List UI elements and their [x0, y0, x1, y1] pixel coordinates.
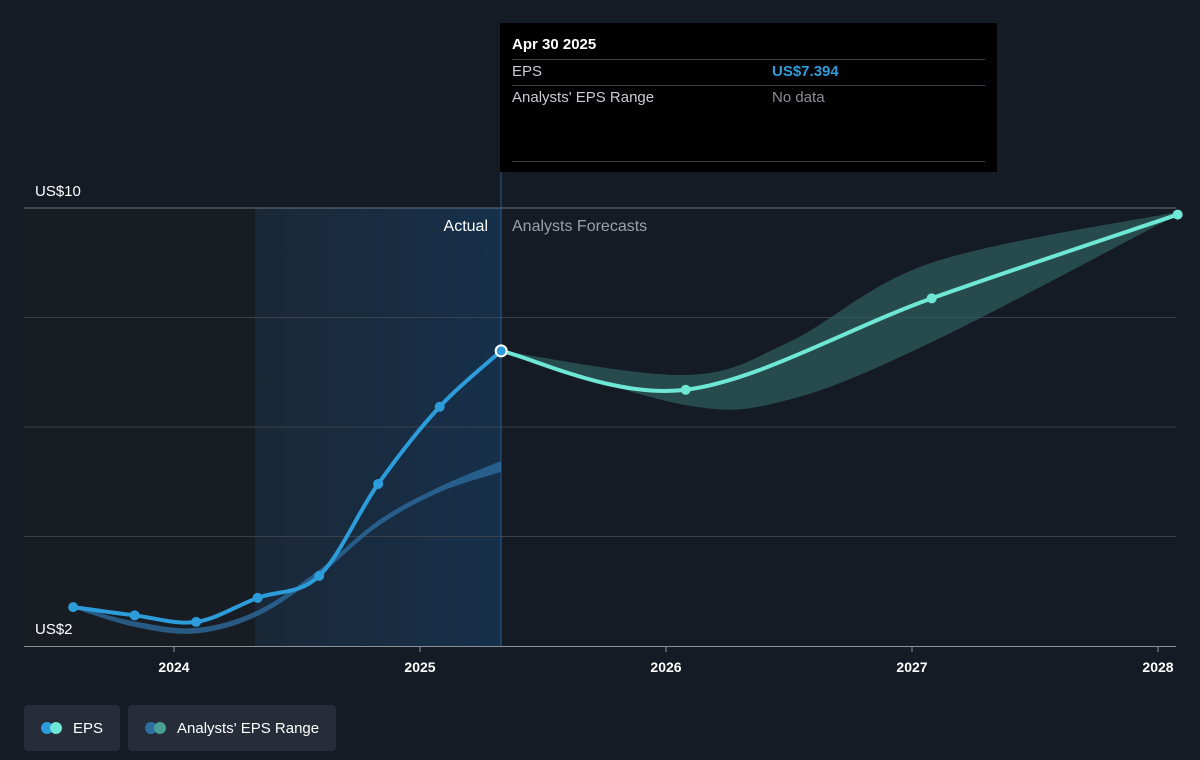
eps-point-highlighted — [494, 344, 508, 358]
tooltip-row-eps: EPS US$7.394 — [512, 59, 985, 85]
eps-point-forecast — [1172, 209, 1183, 220]
eps-point-actual — [68, 602, 79, 613]
legend-range-label: Analysts' EPS Range — [177, 719, 320, 737]
eps-point-forecast — [926, 293, 937, 304]
eps-point-actual — [252, 592, 263, 603]
eps-line-forecast — [499, 212, 1180, 393]
x-tick-label: 2025 — [404, 659, 435, 675]
eps-chart: 2024 2025 2026 2027 2028 US$10 US$2 Actual A… — [24, 172, 1183, 675]
legend-eps-label: EPS — [73, 719, 104, 737]
tooltip-eps-label: EPS — [512, 63, 543, 80]
legend-eps-dot-forecast — [50, 722, 62, 734]
x-tick-label: 2027 — [896, 659, 927, 675]
tooltip-range-label: Analysts' EPS Range — [512, 89, 655, 106]
eps-point-actual — [434, 401, 445, 412]
x-axis-ticks: 2024 2025 2026 2027 2028 — [158, 646, 1174, 675]
y-label-bottom: US$2 — [35, 621, 73, 638]
eps-range-band-forecast — [501, 211, 1178, 410]
legend-eps-icon — [41, 722, 63, 734]
actual-region-label: Actual — [444, 218, 488, 235]
legend-range-icon — [145, 722, 167, 734]
legend-item-eps[interactable]: EPS — [24, 705, 121, 751]
grid-lines — [24, 207, 1176, 537]
tooltip-eps-value: US$7.394 — [772, 63, 839, 80]
tooltip-range-value: No data — [772, 89, 825, 106]
eps-point-actual — [373, 478, 384, 489]
x-tick-label: 2026 — [650, 659, 681, 675]
forecast-region-label: Analysts Forecasts — [512, 218, 647, 235]
legend-range-dot-forecast — [154, 722, 167, 734]
y-label-top: US$10 — [35, 183, 81, 200]
eps-point-actual — [191, 616, 202, 627]
tooltip-date: Apr 30 2025 — [512, 36, 597, 53]
eps-points — [68, 209, 1183, 627]
eps-point-forecast — [680, 384, 691, 395]
legend-item-eps-range[interactable]: Analysts' EPS Range — [128, 705, 337, 751]
chart-legend: EPS Analysts' EPS Range — [24, 705, 337, 751]
eps-point-actual — [314, 570, 325, 581]
x-tick-label: 2028 — [1142, 659, 1173, 675]
eps-range-areas — [73, 211, 1178, 634]
x-tick-label: 2024 — [158, 659, 189, 675]
tooltip-spacer — [512, 111, 985, 162]
eps-point-actual — [129, 610, 140, 621]
hover-tooltip: Apr 30 2025 EPS US$7.394 Analysts' EPS R… — [500, 23, 997, 172]
tooltip-row-range: Analysts' EPS Range No data — [512, 85, 985, 111]
